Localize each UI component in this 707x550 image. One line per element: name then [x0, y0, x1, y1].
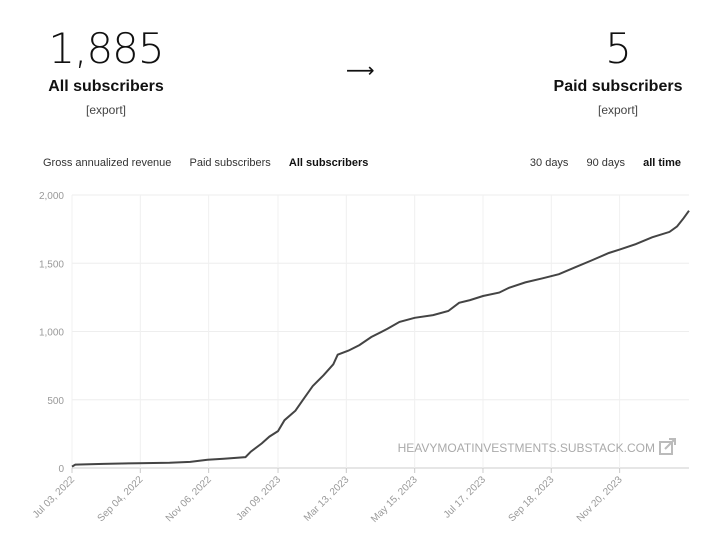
- chart-series-line: [71, 210, 690, 468]
- tab-gross-annualized-revenue[interactable]: Gross annualized revenue: [43, 157, 172, 169]
- x-tick-label: Jul 03, 2022: [31, 474, 78, 521]
- tab-all-subscribers[interactable]: All subscribers: [288, 157, 369, 169]
- y-tick-label: 0: [58, 464, 64, 475]
- metric-tabs: Gross annualized revenue Paid subscriber…: [43, 157, 383, 169]
- x-tick-label: May 15, 2023: [369, 474, 420, 525]
- y-tick-label: 1,500: [39, 259, 64, 270]
- watermark-text: HEAVYMOATINVESTMENTS.SUBSTACK.COM: [398, 441, 655, 455]
- paid-subscribers-stat: 5 Paid subscribers [export]: [546, 24, 690, 118]
- all-subscribers-export-link[interactable]: [export]: [85, 103, 127, 117]
- x-tick-label: Jul 17, 2023: [442, 474, 489, 521]
- subscribers-chart: 0 500 1,000 1,500 2,000 Jul 03, 2022 Sep 04, …: [31, 191, 690, 525]
- range-90-days[interactable]: 90 days: [586, 157, 626, 169]
- tab-paid-subscribers[interactable]: Paid subscribers: [189, 157, 271, 169]
- paid-subscribers-label: Paid subscribers: [553, 78, 683, 95]
- x-tick-label: Nov 20, 2023: [575, 474, 625, 524]
- x-tick-label: Jan 09, 2023: [234, 474, 283, 523]
- y-tick-label: 1,000: [39, 328, 64, 339]
- y-tick-label: 2,000: [39, 191, 64, 202]
- external-link-icon[interactable]: [659, 438, 676, 455]
- all-subscribers-count: 1,885: [48, 24, 164, 73]
- paid-subscribers-export-link[interactable]: [export]: [597, 103, 639, 117]
- y-tick-label: 500: [47, 396, 64, 407]
- x-tick-label: Sep 18, 2023: [507, 474, 557, 524]
- x-tick-label: Mar 13, 2023: [302, 474, 352, 524]
- range-30-days[interactable]: 30 days: [529, 157, 569, 169]
- all-subscribers-label: All subscribers: [48, 78, 164, 95]
- paid-subscribers-count: 5: [605, 24, 632, 73]
- arrow-icon: ⟶: [346, 60, 375, 82]
- all-subscribers-stat: 1,885 All subscribers [export]: [36, 24, 176, 118]
- x-tick-label: Sep 04, 2022: [96, 474, 146, 524]
- range-tabs: 30 days 90 days all time: [530, 157, 695, 169]
- range-all-time[interactable]: all time: [643, 157, 681, 169]
- x-tick-label: Nov 06, 2022: [164, 474, 214, 524]
